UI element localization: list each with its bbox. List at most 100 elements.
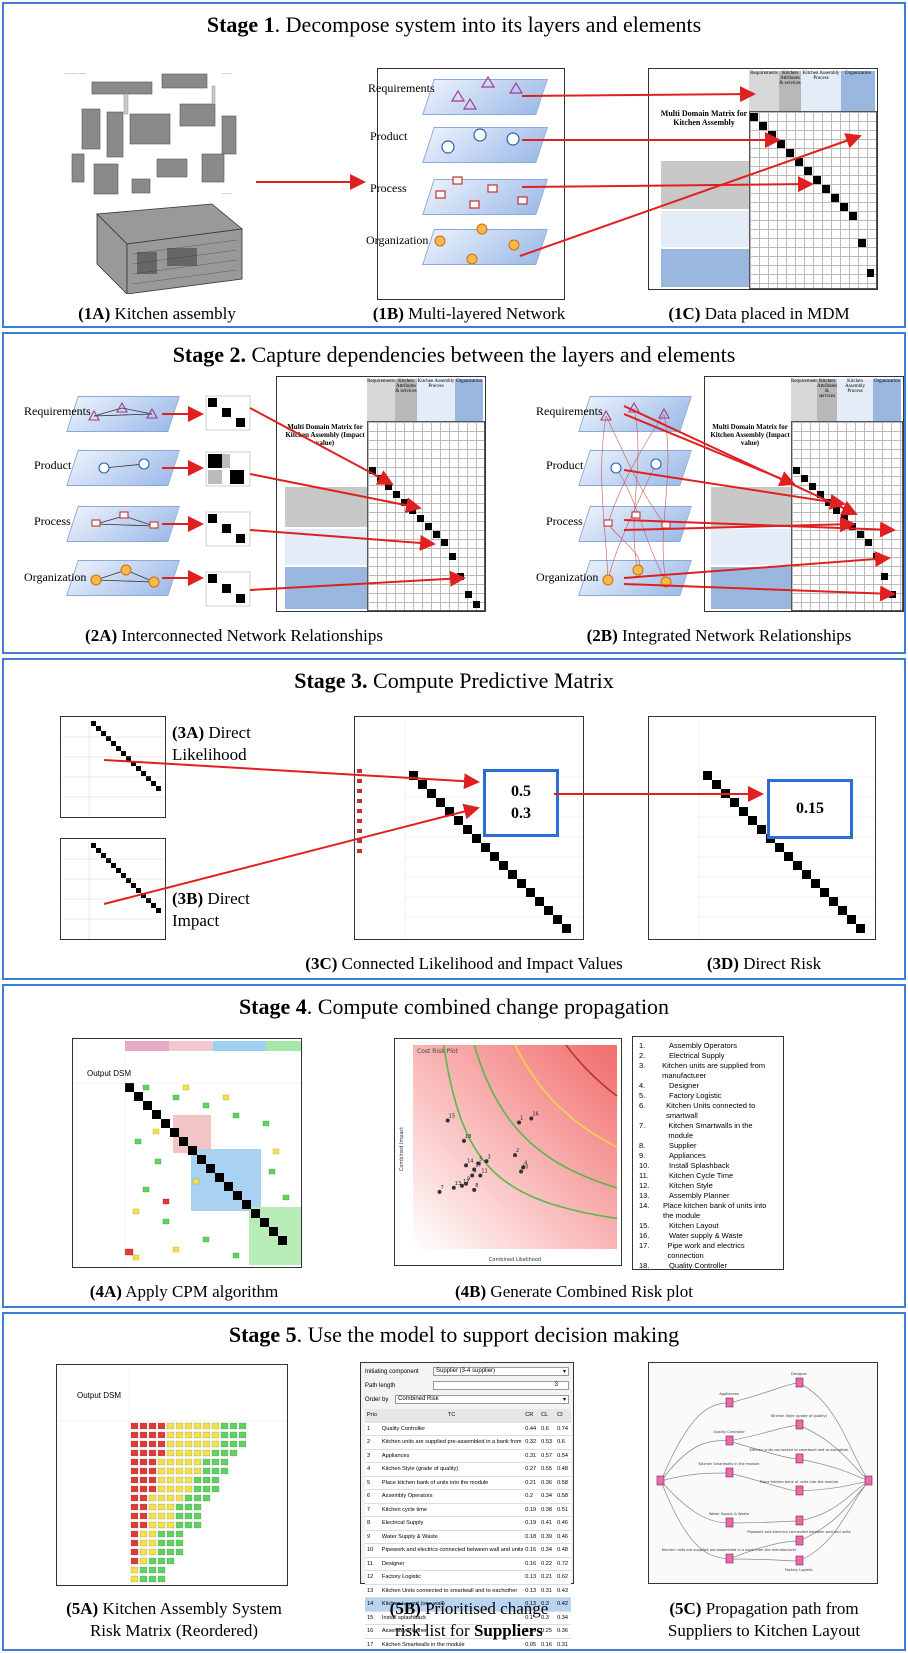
table-cell: 16 (365, 1624, 380, 1639)
table-cell-tc: Pipework and electrics connected between… (379, 1543, 524, 1558)
direct-risk-value-box: 0.15 (767, 779, 853, 839)
matrix-cell (139, 1512, 148, 1520)
table-row[interactable]: 5 Place kitchen bank of units into the mo… (365, 1476, 571, 1490)
table-row[interactable]: 15 Install splashback 0.1 0.3 0.34 (365, 1611, 571, 1625)
legend-item-number: 11. (639, 1171, 649, 1180)
legend-item-label: Kitchen Cycle Time (669, 1171, 734, 1180)
matrix-cell (139, 1539, 148, 1547)
svg-text:....................: .................... (64, 71, 86, 75)
caption-4a: (4A) Apply CPM algorithm (89, 1282, 279, 1301)
impact-value: 0.3 (511, 805, 531, 822)
risk-point-label: 2 (516, 1148, 519, 1154)
table-row[interactable]: 10 Pipework and electrics connected betwe… (365, 1543, 571, 1558)
table-row[interactable]: 17 Kitchen Smartwalls in the module 0.05 0.… (365, 1638, 571, 1649)
table-row[interactable]: 4 Kitchen Style (grade of quality) 0.27 0.5… (365, 1462, 571, 1477)
mdm-figure-2b: Requirements Kitchen Attributes & servic… (704, 376, 904, 612)
matrix-cell (220, 1440, 229, 1448)
2b-process-label: Process (546, 514, 583, 528)
table-row[interactable]: 6 Assembly Operators 0.2 0.34 0.58 (365, 1489, 571, 1504)
matrix-cell (148, 1539, 157, 1547)
propagation-path-5c: Appliances Designer Kitchen Style (grade… (648, 1362, 878, 1584)
propagation-graph: Appliances Designer Kitchen Style (grade… (656, 1372, 873, 1572)
label-3a: (3A) Direct Likelihood (172, 723, 251, 764)
risk-point (437, 1189, 442, 1194)
table-row[interactable]: 8 Electrical Supply 0.19 0.41 0.46 (365, 1516, 571, 1531)
table-row[interactable]: 14 Kitchen Layout (one wall) 0.13 0.3 0.42 (365, 1597, 571, 1612)
legend-item-label: Supplier (669, 1141, 697, 1150)
integrated-layers-2b: Requirements Product Process Organizatio… (536, 396, 696, 606)
path-node-pipework: Pipework and electrics connected between… (747, 1530, 850, 1534)
matrix-cell (166, 1431, 175, 1439)
table-row[interactable]: 13 Kitchen Units connected to smartwall a… (365, 1584, 571, 1598)
risk-point-label: 15 (449, 1113, 455, 1119)
matrix-cell (139, 1476, 148, 1484)
risk-point-label: 4 (524, 1160, 527, 1166)
connected-values-matrix-3c: 0.5 0.3 (354, 716, 584, 940)
stage-1-text: . Decompose system into its layers and e… (274, 12, 702, 37)
matrix-cell (229, 1431, 238, 1439)
kitchen-assembly-illustration: ...................................... (62, 64, 252, 295)
interconnected-layers-2a: Requirements Product Process Organizatio… (24, 396, 180, 606)
5a-matrix-cells (59, 1367, 287, 1585)
requirements-label: Requirements (368, 81, 435, 95)
matrix-cell (148, 1449, 157, 1457)
table-cell: 0.19 (523, 1516, 540, 1531)
legend-item-number: 7. (639, 1121, 646, 1130)
matrix-cell (157, 1476, 166, 1484)
table-cell: 0.34 (539, 1489, 556, 1504)
risk-point (472, 1167, 477, 1172)
path-node-units-smartwall: Kitchen units connected to smartwall and… (750, 1448, 849, 1452)
matrix-cell (220, 1422, 229, 1430)
matrix-cell (184, 1512, 193, 1520)
matrix-cell (211, 1449, 220, 1457)
legend-item-label: Kitchen Smartwalls in the module (668, 1121, 753, 1140)
risk-point (517, 1120, 522, 1125)
path-length-stepper[interactable]: 3 (433, 1381, 569, 1390)
table-row[interactable]: 9 Water Supply & Waste 0.18 0.39 0.46 (365, 1530, 571, 1544)
matrix-cell (157, 1467, 166, 1475)
matrix-cell (139, 1458, 148, 1466)
table-row[interactable]: 3 Appliances 0.31 0.57 0.54 (365, 1449, 571, 1463)
matrix-cell (139, 1521, 148, 1529)
matrix-cell (220, 1467, 229, 1475)
2b-requirements-label: Requirements (536, 404, 603, 418)
risk-point (513, 1153, 517, 1158)
matrix-cell (184, 1422, 193, 1430)
reordered-risk-matrix-5a: Output DSM (56, 1364, 288, 1586)
risk-point-label: 16 (532, 1111, 538, 1117)
plot-background (413, 1045, 617, 1249)
table-row[interactable]: 2 Kitchen units are supplied pre-assemble… (365, 1435, 571, 1450)
caption-5b: (5B) Prioritised change risk list for Sup… (389, 1599, 549, 1640)
svg-text:.........: ......... (222, 71, 232, 75)
order-by-select[interactable]: Combined Risk ▾ (395, 1395, 569, 1404)
table-cell: 2 (365, 1435, 380, 1450)
table-cell: 0.44 (523, 1422, 540, 1436)
matrix-cell (148, 1494, 157, 1502)
matrix-cell (166, 1494, 175, 1502)
matrix-cell (184, 1494, 193, 1502)
table-row[interactable]: 16 Assembly Planner 0.09 0.25 0.36 (365, 1624, 571, 1639)
table-row[interactable]: 7 Kitchen cycle time 0.19 0.38 0.51 (365, 1503, 571, 1517)
direct-likelihood-matrix (60, 716, 166, 818)
matrix-cell (166, 1503, 175, 1511)
table-row[interactable]: 11 Designer 0.16 0.22 0.72 (365, 1557, 571, 1571)
legend-item-number: 16. (639, 1231, 650, 1240)
table-cell-tc: Install splashback (379, 1611, 524, 1625)
matrix-cell (148, 1476, 157, 1484)
table-cell: 0.05 (523, 1638, 540, 1649)
risk-point-label: 9 (467, 1177, 470, 1183)
table-cell: 12 (365, 1570, 380, 1585)
table-row[interactable]: 1 Quality Controller 0.44 0.6 0.74 (365, 1422, 571, 1436)
initiating-component-select[interactable]: Supplier (3-4 supplier) ▾ (433, 1367, 569, 1376)
table-row[interactable]: 12 Factory Logistic 0.13 0.21 0.62 (365, 1570, 571, 1585)
likelihood-matrix-grid (63, 719, 165, 817)
matrix-cell (166, 1530, 175, 1538)
table-cell: 9 (365, 1530, 380, 1544)
table-cell: 0.25 (539, 1624, 556, 1639)
legend-item: 8. Supplier (639, 1141, 777, 1151)
matrix-cell (184, 1521, 193, 1529)
path-node-smartwalls: Kitchen Smartwalls in the module (699, 1462, 760, 1466)
matrix-cell (130, 1467, 139, 1475)
path-node-water-supply: Water Supply & Waste (709, 1512, 750, 1516)
matrix-cell (130, 1548, 139, 1556)
